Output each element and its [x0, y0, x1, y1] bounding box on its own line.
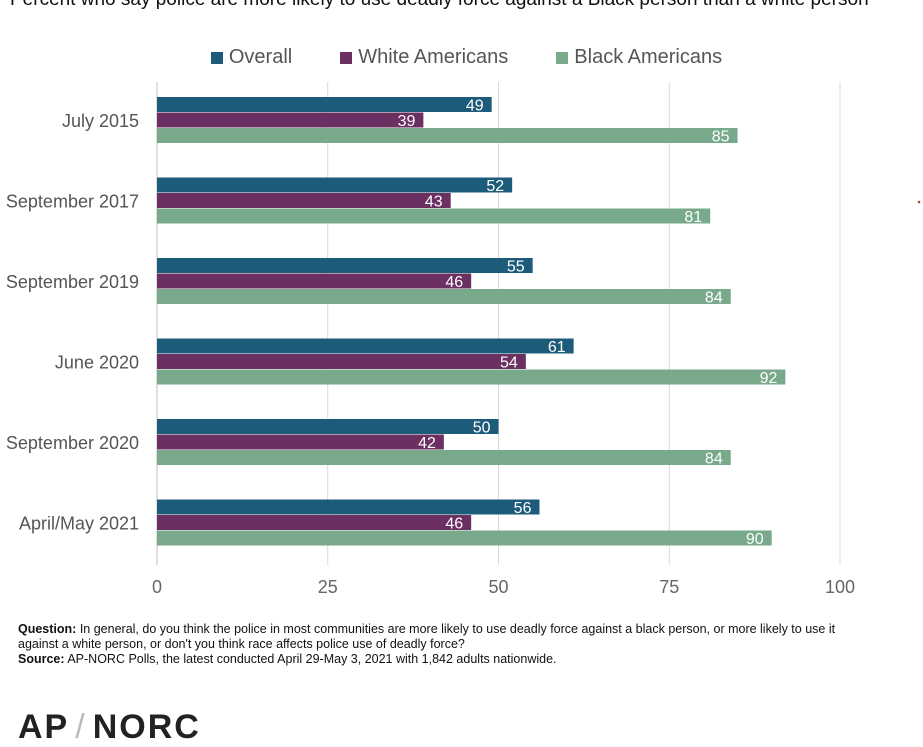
bar-white — [157, 273, 472, 289]
data-label-white: 54 — [500, 355, 518, 372]
legend-swatch-white — [340, 51, 353, 64]
marker-dot — [917, 200, 921, 204]
data-label-white: 46 — [445, 274, 463, 291]
data-label-white: 39 — [398, 113, 416, 130]
category-label: September 2019 — [6, 272, 139, 292]
data-label-overall: 61 — [548, 339, 566, 356]
category-label: June 2020 — [55, 353, 139, 373]
legend-label-overall: Overall — [228, 46, 293, 68]
question-text: In general, do you think the police in m… — [18, 622, 836, 651]
data-label-black: 84 — [705, 290, 723, 307]
x-tick-label-100: 100 — [825, 577, 855, 597]
bar-overall — [157, 499, 540, 515]
category-label: September 2017 — [6, 192, 139, 212]
data-label-black: 92 — [760, 370, 778, 387]
legend-label-white: White Americans — [358, 46, 509, 68]
question-note: Question: In general, do you think the p… — [18, 622, 878, 652]
bar-overall — [157, 177, 513, 193]
bar-overall — [157, 258, 533, 273]
bar-overall — [157, 419, 499, 434]
bar-black — [157, 369, 786, 385]
legend-label-black: Black Americans — [574, 46, 723, 68]
bar-overall — [157, 97, 492, 112]
x-tick-label-50: 50 — [488, 577, 508, 597]
data-label-overall: 55 — [507, 259, 525, 276]
category-label: July 2015 — [62, 111, 139, 131]
logo-left: AP — [18, 708, 70, 746]
bar-black — [157, 450, 731, 465]
bar-black — [157, 530, 772, 546]
legend-item-white: White Americans — [340, 46, 508, 69]
data-label-white: 42 — [418, 435, 436, 452]
legend-item-overall: Overall — [210, 46, 293, 69]
bar-black — [157, 128, 738, 143]
x-tick-label-0: 0 — [152, 577, 162, 597]
bar-black — [157, 208, 711, 224]
legend-swatch-black — [556, 51, 569, 64]
data-label-black: 85 — [712, 129, 730, 146]
ap-norc-logo: AP / NORC — [18, 708, 201, 747]
legend-item-black: Black Americans — [556, 46, 722, 69]
source-label: Source: — [18, 652, 65, 666]
footer-notes: Question: In general, do you think the p… — [18, 622, 878, 667]
data-label-overall: 49 — [466, 98, 484, 115]
x-tick-label-75: 75 — [659, 577, 679, 597]
question-label: Question: — [18, 622, 77, 636]
logo-separator: / — [75, 708, 87, 746]
legend: Overall White Americans Black Americans — [0, 46, 923, 69]
category-label: September 2020 — [6, 433, 139, 453]
data-label-black: 84 — [705, 451, 723, 468]
chart-title: Percent who say police are more likely t… — [10, 0, 890, 12]
data-label-black: 90 — [746, 531, 764, 548]
data-label-overall: 52 — [486, 178, 504, 195]
category-label: April/May 2021 — [19, 514, 139, 534]
bar-white — [157, 193, 451, 208]
data-label-white: 46 — [445, 516, 463, 533]
bar-white — [157, 112, 424, 128]
x-tick-label-25: 25 — [318, 577, 338, 597]
bar-white — [157, 354, 526, 369]
data-label-overall: 56 — [514, 500, 532, 517]
data-label-black: 81 — [684, 209, 702, 226]
legend-swatch-overall — [210, 51, 223, 64]
logo-right: NORC — [92, 708, 201, 746]
data-label-white: 43 — [425, 194, 443, 211]
source-note: Source: AP-NORC Polls, the latest conduc… — [18, 652, 878, 667]
bar-white — [157, 434, 444, 450]
bar-chart: 0 25 50 75 100 July 2015 49 39 85 September 2017 5… — [6, 82, 921, 597]
bar-overall — [157, 338, 574, 354]
source-text: AP-NORC Polls, the latest conducted Apri… — [67, 652, 557, 666]
bar-white — [157, 515, 472, 530]
bar-black — [157, 289, 731, 304]
data-label-overall: 50 — [473, 420, 491, 437]
